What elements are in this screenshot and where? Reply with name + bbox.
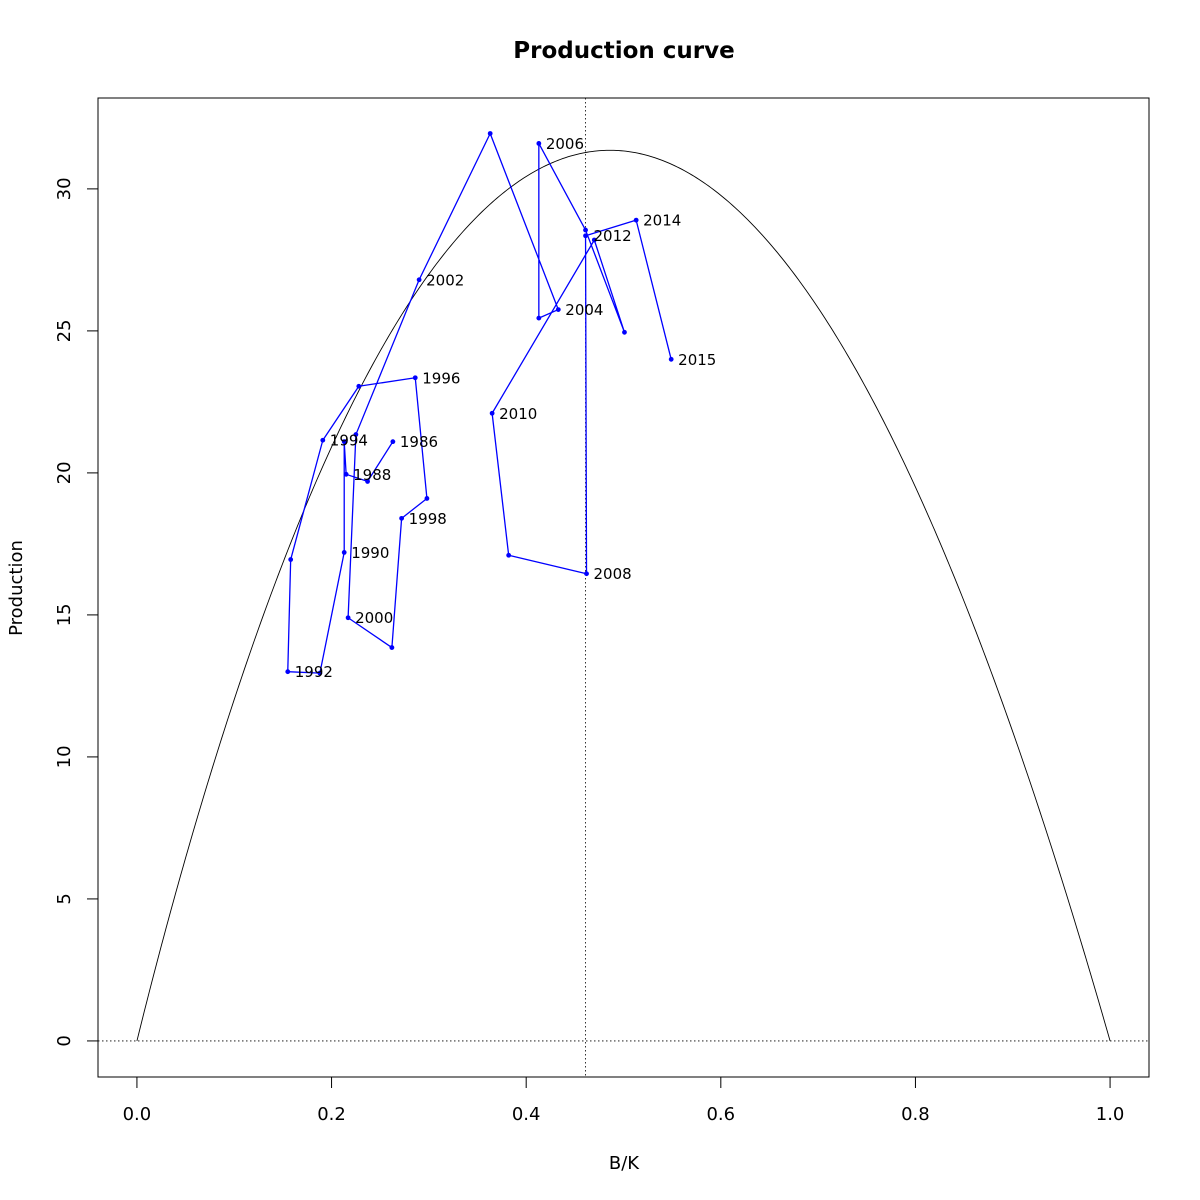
data-point-1998 bbox=[399, 515, 405, 521]
data-point-2004 bbox=[555, 307, 561, 312]
data-point-2000 bbox=[345, 615, 351, 621]
production-curve-layer bbox=[136, 149, 1111, 1042]
year-label-1988: 1988 bbox=[353, 466, 391, 484]
data-point-1994 bbox=[320, 437, 326, 443]
data-point-1997 bbox=[424, 496, 430, 501]
y-tick-label: 0 bbox=[54, 1035, 75, 1046]
data-point-2005 bbox=[536, 315, 542, 321]
data-point-2010 bbox=[489, 410, 495, 416]
data-point-1995 bbox=[356, 383, 362, 389]
year-label-1994: 1994 bbox=[330, 432, 368, 450]
year-label-1986: 1986 bbox=[400, 433, 438, 451]
year-label-2012: 2012 bbox=[594, 227, 632, 245]
data-point-2008 bbox=[622, 329, 627, 335]
year-label-2002: 2002 bbox=[426, 271, 464, 289]
production-curve bbox=[136, 149, 1111, 1042]
data-point-2001 bbox=[353, 432, 359, 437]
x-tick-label: 1.0 bbox=[1096, 1104, 1125, 1125]
year-label-2015: 2015 bbox=[678, 351, 716, 369]
reference-lines bbox=[98, 98, 1149, 1077]
y-axis-label: Production bbox=[6, 540, 27, 636]
year-label-1990: 1990 bbox=[351, 544, 389, 562]
year-label-2000: 2000 bbox=[355, 609, 393, 627]
x-tick-label: 0.6 bbox=[706, 1104, 735, 1125]
data-point-1993 bbox=[288, 557, 294, 562]
data-point-2014 bbox=[633, 217, 639, 223]
data-point-2006 bbox=[536, 141, 542, 146]
series-line bbox=[287, 132, 672, 674]
data-point-1991 bbox=[317, 670, 323, 676]
series-layer bbox=[285, 131, 674, 676]
y-tick-label: 30 bbox=[54, 177, 75, 200]
y-tick-label: 20 bbox=[54, 461, 75, 484]
year-label-2004: 2004 bbox=[565, 301, 603, 319]
data-point-2002 bbox=[416, 277, 422, 283]
data-point-1986 bbox=[390, 439, 396, 445]
data-point-1989 bbox=[341, 439, 347, 445]
y-tick-label: 25 bbox=[54, 319, 75, 342]
point-labels: 1986 1988 1990 1992 1994 1996 1998 2000 2002 2004… bbox=[295, 135, 717, 681]
year-label-1992: 1992 bbox=[295, 663, 333, 681]
x-tick-label: 0.8 bbox=[901, 1104, 930, 1125]
year-label-2014: 2014 bbox=[643, 212, 681, 230]
data-point-1990 bbox=[341, 550, 347, 555]
data-point-1996 bbox=[412, 375, 418, 381]
data-point-1987 bbox=[365, 479, 370, 484]
y-tick-label: 5 bbox=[54, 893, 75, 904]
y-tick-label: 10 bbox=[54, 745, 75, 768]
data-point-2013 bbox=[583, 233, 588, 239]
data-point-2009 bbox=[591, 237, 597, 243]
data-point-1992 bbox=[285, 669, 291, 675]
data-point-2011 bbox=[506, 552, 512, 558]
data-point-1988 bbox=[343, 471, 349, 477]
year-label-2006: 2006 bbox=[546, 135, 584, 153]
data-point-1999 bbox=[389, 645, 395, 650]
data-point-2015 bbox=[668, 356, 674, 362]
x-tick-label: 0.4 bbox=[512, 1104, 541, 1125]
year-label-2008: 2008 bbox=[594, 565, 632, 583]
chart-title: Production curve bbox=[513, 38, 734, 64]
axes: 0.0 0.2 0.4 0.6 0.8 1.0 0 5 10 15 20 25 30 bbox=[54, 177, 1124, 1125]
data-point-2012 bbox=[584, 571, 589, 577]
y-tick-label: 15 bbox=[54, 603, 75, 626]
x-axis-label: B/K bbox=[609, 1153, 640, 1174]
data-point-2007 bbox=[583, 227, 588, 233]
year-label-1996: 1996 bbox=[422, 369, 460, 387]
year-label-2010: 2010 bbox=[499, 405, 537, 423]
data-point-2003 bbox=[487, 131, 493, 136]
year-label-1998: 1998 bbox=[409, 510, 447, 528]
x-tick-label: 0.2 bbox=[317, 1104, 346, 1125]
x-tick-label: 0.0 bbox=[123, 1104, 152, 1125]
